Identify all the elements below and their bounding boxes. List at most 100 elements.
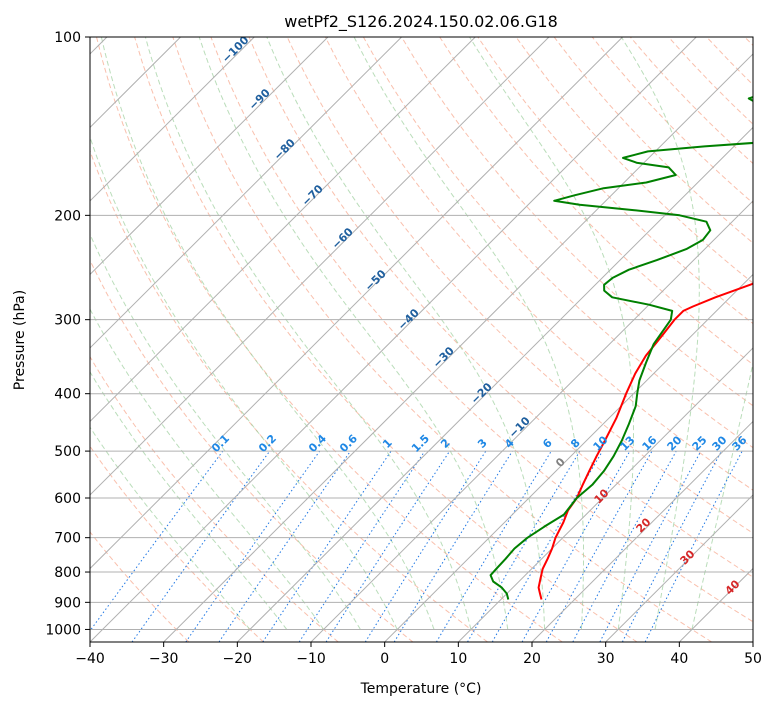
- moist-adiabat-line: [90, 232, 361, 630]
- moist-adiabat-line: [144, 37, 472, 630]
- mixing-ratio-line: [364, 450, 487, 642]
- mixing-ratio-label: 30: [710, 433, 730, 453]
- isotherm-line: [90, 37, 402, 349]
- y-tick-label: 600: [54, 491, 81, 507]
- y-tick-label: 900: [54, 595, 81, 611]
- moist-adiabat-line: [90, 135, 398, 630]
- dry-adiabat-label: −30: [430, 344, 457, 371]
- dry-adiabat-line: [706, 37, 753, 86]
- dry-adiabat-line: [210, 37, 753, 623]
- mixing-ratio-line: [621, 450, 722, 642]
- dry-adiabat-line: [90, 149, 488, 642]
- x-tick-label: −10: [296, 651, 326, 667]
- plot-frame: [89, 36, 754, 643]
- dry-adiabat-line: [362, 37, 753, 449]
- x-tick-label: 30: [597, 651, 615, 667]
- dry-adiabat-line: [439, 37, 753, 366]
- moist-adiabat-label: 20: [634, 515, 654, 535]
- y-tick-label: 300: [54, 313, 81, 329]
- isotherm-line: [90, 37, 697, 642]
- dry-adiabat-line: [553, 37, 753, 244]
- dry-adiabat-label: −10: [506, 414, 533, 441]
- mixing-ratio-label: 36: [730, 433, 750, 453]
- y-tick-label: 700: [54, 531, 81, 547]
- x-tick-label: −20: [223, 651, 253, 667]
- x-tick-label: −30: [149, 651, 179, 667]
- moist-adiabat-line: [266, 37, 546, 630]
- moist-adiabat-label: 10: [592, 486, 612, 506]
- isotherm-line: [236, 126, 753, 642]
- dry-adiabat-label: −70: [299, 182, 326, 209]
- x-tick-label: −40: [75, 651, 105, 667]
- isotherm-line: [163, 53, 753, 642]
- mixing-ratio-line: [435, 450, 552, 642]
- dry-adiabat-line: [172, 37, 712, 642]
- isotherm-line: [90, 37, 476, 423]
- moist-adiabat-line: [90, 370, 288, 630]
- x-tick-label: 0: [380, 651, 389, 667]
- moist-adiabat-label: 40: [723, 577, 743, 597]
- dry-adiabat-line: [96, 37, 563, 642]
- dry-adiabat-line: [90, 531, 190, 642]
- mixing-ratio-line: [599, 450, 702, 642]
- dry-adiabat-line: [401, 37, 753, 407]
- mixing-ratio-line: [521, 450, 631, 642]
- x-tick-label: 20: [523, 651, 541, 667]
- dry-adiabat-line: [90, 355, 339, 642]
- dry-adiabat-label: −100: [220, 33, 252, 65]
- isotherm-line: [752, 641, 753, 642]
- dry-adiabat-label: −60: [329, 225, 356, 252]
- mixing-ratio-label: 3: [475, 436, 490, 451]
- isotherm-line: [605, 494, 753, 642]
- background-reference-lines: [90, 37, 753, 642]
- chart-title: wetPf2_S126.2024.150.02.06.G18: [284, 12, 558, 32]
- x-tick-label: 40: [670, 651, 688, 667]
- x-tick-label: 10: [449, 651, 467, 667]
- dry-adiabat-line: [744, 37, 753, 47]
- mixing-ratio-label: 8: [568, 436, 583, 451]
- mixing-ratio-line: [262, 450, 392, 642]
- dry-adiabat-line: [134, 37, 638, 642]
- mixing-ratio-label: 20: [665, 433, 685, 453]
- dry-adiabat-line: [515, 37, 753, 284]
- isotherm-line: [90, 37, 623, 570]
- x-axis-label: Temperature (°C): [360, 681, 482, 697]
- moist-adiabat-line: [198, 37, 509, 630]
- mixing-ratio-line: [572, 450, 677, 642]
- mixing-ratio-line: [185, 450, 321, 642]
- dry-adiabat-line: [248, 37, 753, 578]
- mixing-ratio-line: [545, 450, 653, 642]
- isotherm-line: [90, 37, 255, 202]
- y-tick-label: 1000: [45, 622, 81, 638]
- isotherm-line: [90, 37, 329, 276]
- isotherm-line: [310, 200, 753, 642]
- y-axis-ticks: 100 200 300 400 500 600 700 800 900 1000: [45, 30, 90, 638]
- moist-adiabat-line: [353, 37, 584, 630]
- isotherm-line: [457, 347, 753, 642]
- y-tick-label: 200: [54, 208, 81, 224]
- mixing-ratio-line: [325, 450, 451, 642]
- isotherm-line: [90, 37, 550, 496]
- moist-adiabat-line: [691, 361, 753, 630]
- grid-lines: [90, 37, 753, 642]
- moist-adiabat-label: 30: [678, 547, 698, 567]
- dry-adiabat-label: −80: [271, 136, 298, 163]
- mixing-ratio-line: [393, 450, 513, 642]
- y-axis-label: Pressure (hPa): [12, 290, 28, 390]
- y-tick-label: 500: [54, 444, 81, 460]
- x-tick-label: 50: [744, 651, 762, 667]
- dry-adiabat-label: −50: [362, 267, 389, 294]
- temperature-profile-line: [537, 282, 753, 600]
- moist-adiabat-line: [469, 37, 634, 630]
- mixing-ratio-line: [298, 450, 426, 642]
- moist-adiabat-line: [90, 308, 324, 630]
- dry-adiabat-label: −90: [246, 86, 273, 113]
- moist-adiabat-line: [620, 37, 700, 630]
- mixing-ratio-label: 13: [618, 434, 638, 454]
- y-tick-label: 800: [54, 565, 81, 581]
- isotherm-line: [531, 420, 753, 642]
- dry-adiabat-line: [90, 259, 414, 642]
- mixing-ratio-label: 16: [640, 433, 660, 453]
- dewpoint-profile-line: [489, 95, 753, 600]
- mixing-ratio-line: [644, 450, 743, 642]
